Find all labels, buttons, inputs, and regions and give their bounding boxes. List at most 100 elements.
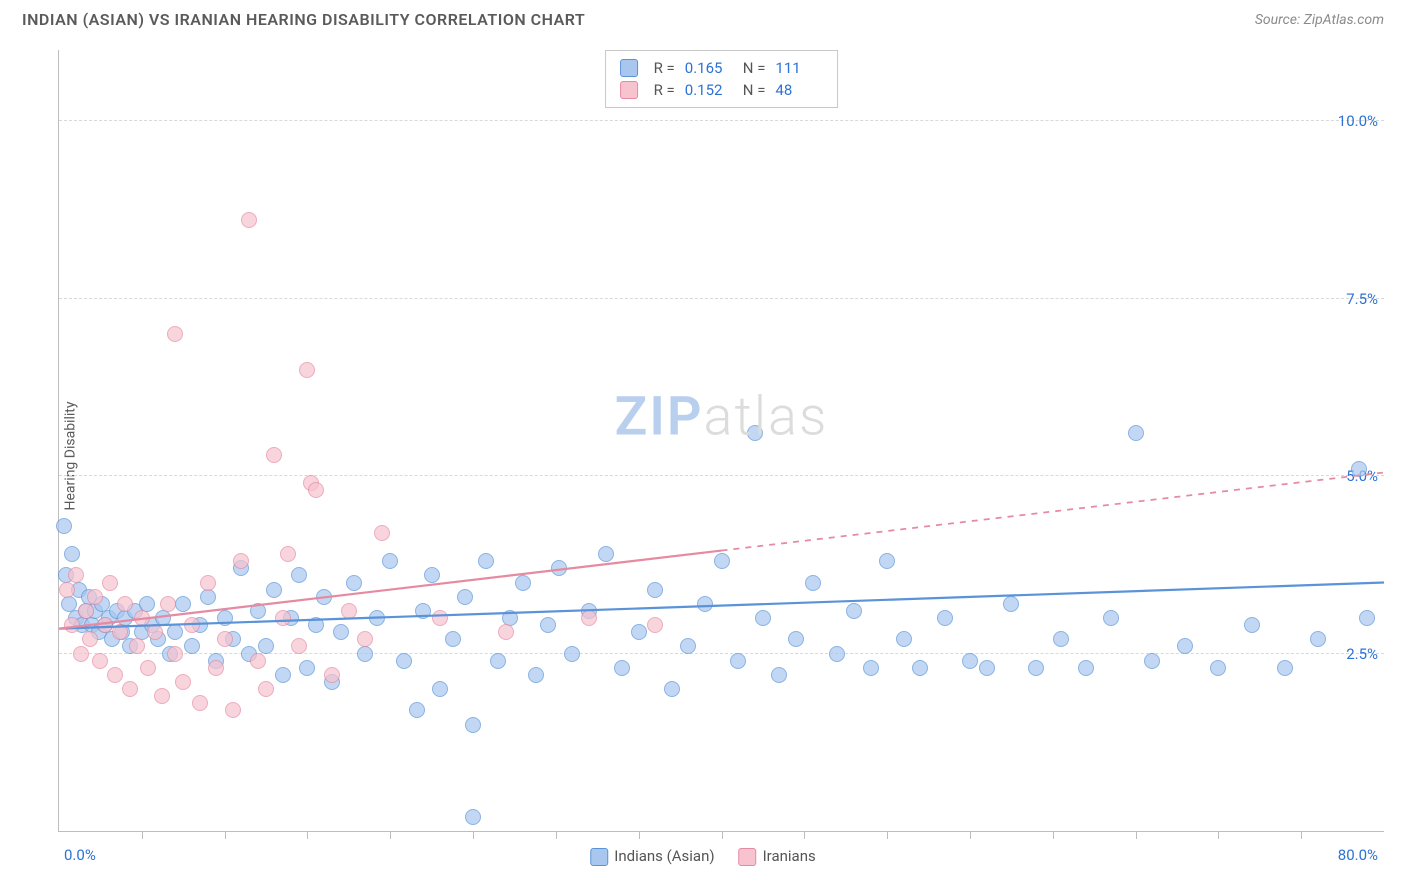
series-legend-label: Iranians	[763, 847, 816, 865]
data-point	[217, 610, 233, 626]
data-point	[896, 631, 912, 647]
legend-swatch	[620, 81, 638, 99]
data-point	[200, 575, 216, 591]
data-point	[1177, 638, 1193, 654]
data-point	[680, 638, 696, 654]
data-point	[134, 610, 150, 626]
data-point	[747, 425, 763, 441]
data-point	[117, 596, 133, 612]
data-point	[175, 596, 191, 612]
gridline	[59, 298, 1384, 299]
data-point	[78, 603, 94, 619]
data-point	[275, 610, 291, 626]
data-point	[266, 447, 282, 463]
data-point	[478, 553, 494, 569]
x-axis-min-label: 0.0%	[64, 846, 96, 864]
data-point	[415, 603, 431, 619]
data-point	[102, 575, 118, 591]
x-tick	[804, 831, 805, 839]
n-value: 111	[775, 59, 823, 77]
x-tick	[970, 831, 971, 839]
data-point	[1003, 596, 1019, 612]
n-value: 48	[775, 81, 823, 99]
data-point	[979, 660, 995, 676]
data-point	[1144, 653, 1160, 669]
data-point	[1359, 610, 1375, 626]
data-point	[291, 638, 307, 654]
r-value: 0.152	[685, 81, 733, 99]
data-point	[155, 610, 171, 626]
watermark-zip: ZIP	[615, 386, 704, 449]
data-point	[1244, 617, 1260, 633]
data-point	[396, 653, 412, 669]
data-point	[184, 638, 200, 654]
data-point	[68, 567, 84, 583]
x-tick	[556, 831, 557, 839]
data-point	[445, 631, 461, 647]
data-point	[564, 646, 580, 662]
data-point	[1310, 631, 1326, 647]
watermark: ZIPatlas	[615, 386, 829, 449]
data-point	[805, 575, 821, 591]
data-point	[962, 653, 978, 669]
r-label: R =	[654, 81, 675, 99]
data-point	[233, 553, 249, 569]
data-point	[122, 681, 138, 697]
x-tick	[887, 831, 888, 839]
data-point	[730, 653, 746, 669]
data-point	[771, 667, 787, 683]
data-point	[225, 702, 241, 718]
data-point	[167, 624, 183, 640]
chart-title: INDIAN (ASIAN) VS IRANIAN HEARING DISABI…	[22, 10, 585, 29]
data-point	[92, 653, 108, 669]
data-point	[465, 809, 481, 825]
data-point	[140, 660, 156, 676]
data-point	[647, 582, 663, 598]
data-point	[357, 646, 373, 662]
data-point	[258, 681, 274, 697]
data-point	[160, 596, 176, 612]
x-tick	[1218, 831, 1219, 839]
data-point	[266, 582, 282, 598]
data-point	[73, 646, 89, 662]
source-attribution: Source: ZipAtlas.com	[1255, 12, 1384, 28]
data-point	[879, 553, 895, 569]
legend-swatch	[739, 848, 757, 866]
x-tick	[307, 831, 308, 839]
trend-lines	[59, 50, 1384, 831]
x-tick	[390, 831, 391, 839]
data-point	[409, 702, 425, 718]
data-point	[154, 688, 170, 704]
data-point	[424, 567, 440, 583]
x-tick	[142, 831, 143, 839]
data-point	[217, 631, 233, 647]
legend-swatch	[620, 59, 638, 77]
data-point	[374, 525, 390, 541]
data-point	[175, 674, 191, 690]
x-axis-max-label: 80.0%	[1338, 846, 1378, 864]
data-point	[167, 326, 183, 342]
data-point	[598, 546, 614, 562]
trend-line-dashed	[722, 472, 1385, 550]
watermark-atlas: atlas	[704, 386, 829, 449]
data-point	[64, 546, 80, 562]
data-point	[184, 617, 200, 633]
data-point	[829, 646, 845, 662]
y-tick-label: 2.5%	[1346, 645, 1378, 663]
data-point	[250, 603, 266, 619]
series-legend-item: Iranians	[739, 847, 816, 866]
data-point	[498, 624, 514, 640]
chart-container: Hearing Disability R =0.165N =111R =0.15…	[22, 40, 1384, 872]
data-point	[490, 653, 506, 669]
data-point	[341, 603, 357, 619]
data-point	[432, 681, 448, 697]
data-point	[275, 667, 291, 683]
data-point	[241, 212, 257, 228]
data-point	[291, 567, 307, 583]
data-point	[1053, 631, 1069, 647]
gridline	[59, 475, 1384, 476]
x-tick	[639, 831, 640, 839]
gridline	[59, 120, 1384, 121]
data-point	[258, 638, 274, 654]
data-point	[457, 589, 473, 605]
